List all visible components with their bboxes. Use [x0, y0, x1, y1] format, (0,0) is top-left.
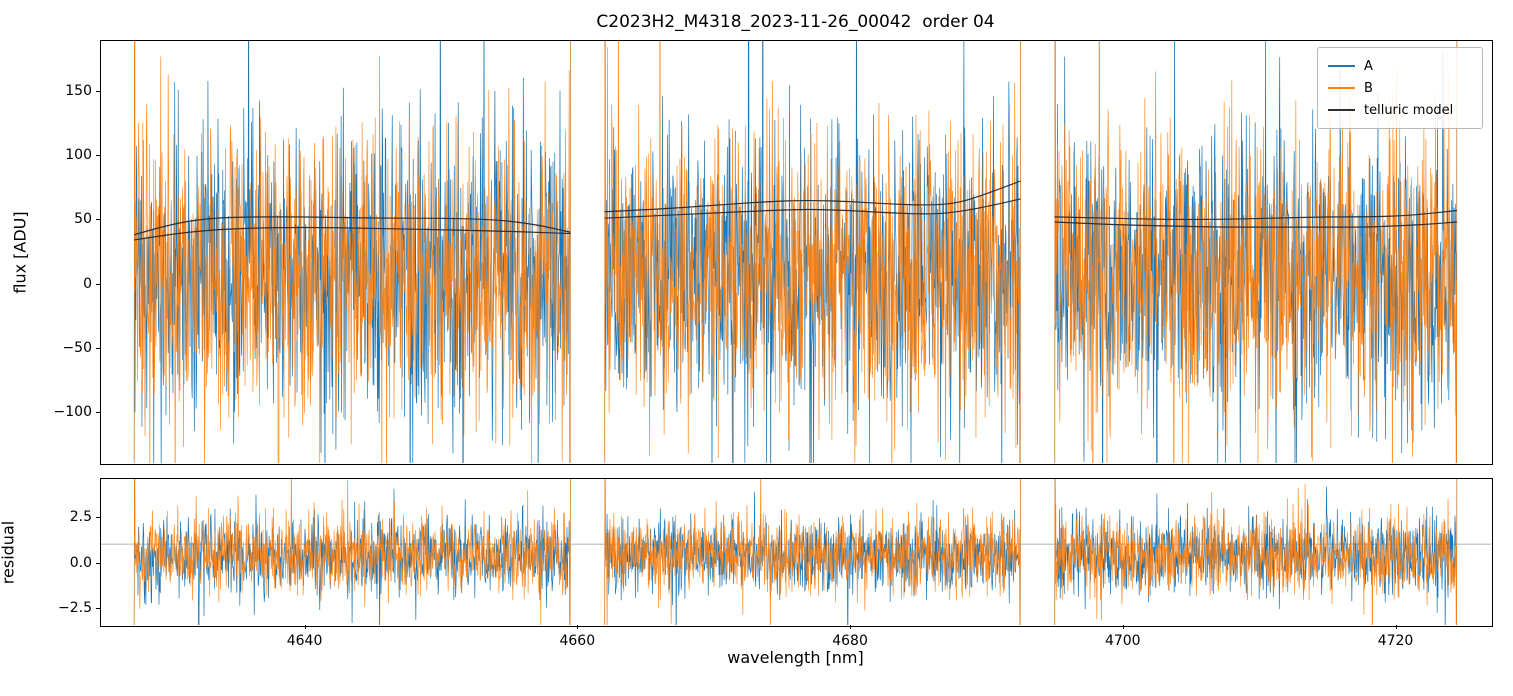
residual-y-tick-label: 2.5: [69, 508, 92, 525]
legend-line-B-icon: [1328, 87, 1355, 89]
x-tick-label: 4700: [1104, 633, 1141, 649]
flux-y-tick-label: 100: [65, 147, 92, 164]
flux-y-tick-label: 0: [83, 275, 92, 292]
flux-y-tick-label: 50: [74, 211, 92, 228]
x-tick-label: 4640: [286, 633, 323, 649]
x-tick-label: 4720: [1377, 633, 1414, 649]
chart-title: C2023H2_M4318_2023-11-26_00042 order 04: [596, 12, 995, 32]
flux-y-tick-label: −50: [62, 339, 92, 356]
legend-line-A-icon: [1328, 65, 1355, 67]
legend-label-A: A: [1364, 58, 1373, 74]
flux-y-tick-label: 150: [65, 83, 92, 100]
legend-item-telluric: telluric model: [1328, 99, 1472, 121]
residual-y-tick-label: 0.0: [69, 554, 92, 571]
legend-item-A: A: [1328, 55, 1472, 77]
legend-item-B: B: [1328, 77, 1472, 99]
flux-axis-label: flux [ADU]: [10, 211, 30, 294]
legend: A B telluric model: [1317, 47, 1483, 129]
legend-label-B: B: [1364, 80, 1373, 96]
x-tick-label: 4680: [832, 633, 868, 649]
x-tick-label: 4660: [559, 633, 596, 649]
legend-line-telluric-icon: [1328, 109, 1355, 111]
flux-y-tick-label: −100: [53, 403, 92, 420]
residual-y-tick-label: −2.5: [58, 600, 92, 617]
x-axis-label: wavelength [nm]: [727, 648, 864, 667]
legend-label-telluric: telluric model: [1364, 102, 1454, 118]
residual-axis-label: residual: [0, 520, 18, 585]
